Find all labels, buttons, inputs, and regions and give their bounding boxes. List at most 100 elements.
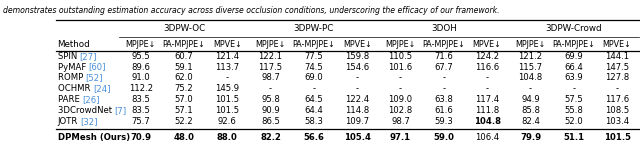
Text: -: - (399, 84, 402, 93)
Text: PyMAF: PyMAF (58, 62, 88, 71)
Text: 95.8: 95.8 (261, 95, 280, 104)
Text: 57.1: 57.1 (175, 106, 193, 115)
Text: 115.7: 115.7 (518, 62, 543, 71)
Text: SPIN: SPIN (58, 52, 79, 61)
Text: -: - (226, 73, 229, 82)
Text: -: - (572, 84, 575, 93)
Text: -: - (312, 84, 316, 93)
Text: MPVE↓: MPVE↓ (603, 40, 632, 49)
Text: 112.2: 112.2 (129, 84, 153, 93)
Text: demonstrates outstanding estimation accuracy across diverse occlusion conditions: demonstrates outstanding estimation accu… (3, 6, 500, 15)
Text: 60.7: 60.7 (175, 52, 193, 61)
Text: MPJPE↓: MPJPE↓ (515, 40, 546, 49)
Text: 57.0: 57.0 (175, 95, 193, 104)
Text: 121.4: 121.4 (215, 52, 239, 61)
Text: 154.6: 154.6 (345, 62, 369, 71)
Text: 82.4: 82.4 (521, 117, 540, 126)
Text: 67.7: 67.7 (435, 62, 453, 71)
Text: 57.5: 57.5 (564, 95, 583, 104)
Text: 58.3: 58.3 (305, 117, 323, 126)
Text: PA-MPJPE↓: PA-MPJPE↓ (163, 40, 205, 49)
Text: 56.6: 56.6 (303, 133, 324, 141)
Text: 3DOH: 3DOH (431, 24, 457, 33)
Text: 117.5: 117.5 (259, 62, 283, 71)
Text: 101.6: 101.6 (388, 62, 413, 71)
Text: 109.7: 109.7 (345, 117, 369, 126)
Text: 88.0: 88.0 (217, 133, 237, 141)
Text: PARE: PARE (58, 95, 82, 104)
Text: PA-MPJPE↓: PA-MPJPE↓ (422, 40, 465, 49)
Text: 110.5: 110.5 (388, 52, 413, 61)
Text: [26]: [26] (82, 95, 100, 104)
Text: 94.9: 94.9 (521, 95, 540, 104)
Text: 86.5: 86.5 (261, 117, 280, 126)
Text: 77.5: 77.5 (305, 52, 323, 61)
Text: 101.5: 101.5 (215, 106, 239, 115)
Text: 3DPW-Crowd: 3DPW-Crowd (545, 24, 602, 33)
Text: 101.5: 101.5 (604, 133, 630, 141)
Text: 82.2: 82.2 (260, 133, 281, 141)
Text: 64.5: 64.5 (305, 95, 323, 104)
Text: MPVE↓: MPVE↓ (213, 40, 242, 49)
Text: 102.8: 102.8 (388, 106, 413, 115)
Text: DPMesh (Ours): DPMesh (Ours) (58, 133, 130, 141)
Text: MPJPE↓: MPJPE↓ (125, 40, 156, 49)
Text: 3DCrowdNet: 3DCrowdNet (58, 106, 115, 115)
Text: Method: Method (58, 40, 90, 49)
Text: -: - (356, 73, 359, 82)
Text: 117.4: 117.4 (475, 95, 499, 104)
Text: -: - (486, 84, 489, 93)
Text: 71.6: 71.6 (435, 52, 453, 61)
Text: PA-MPJPE↓: PA-MPJPE↓ (552, 40, 595, 49)
Text: 69.9: 69.9 (564, 52, 583, 61)
Text: 90.9: 90.9 (261, 106, 280, 115)
Text: 101.5: 101.5 (215, 95, 239, 104)
Text: 61.6: 61.6 (435, 106, 453, 115)
Text: 117.6: 117.6 (605, 95, 629, 104)
Text: -: - (529, 84, 532, 93)
Text: 62.0: 62.0 (175, 73, 193, 82)
Text: 52.0: 52.0 (564, 117, 583, 126)
Text: 111.8: 111.8 (475, 106, 499, 115)
Text: -: - (442, 73, 445, 82)
Text: MPJPE↓: MPJPE↓ (385, 40, 416, 49)
Text: 122.1: 122.1 (259, 52, 283, 61)
Text: 66.4: 66.4 (564, 62, 583, 71)
Text: 127.8: 127.8 (605, 73, 629, 82)
Text: MPVE↓: MPVE↓ (473, 40, 502, 49)
Text: 91.0: 91.0 (131, 73, 150, 82)
Text: MPJPE↓: MPJPE↓ (255, 40, 286, 49)
Text: ROMP: ROMP (58, 73, 86, 82)
Text: 124.2: 124.2 (475, 52, 499, 61)
Text: 159.8: 159.8 (345, 52, 369, 61)
Text: [7]: [7] (115, 106, 127, 115)
Text: 83.5: 83.5 (131, 95, 150, 104)
Text: MPVE↓: MPVE↓ (343, 40, 372, 49)
Text: 98.7: 98.7 (261, 73, 280, 82)
Text: -: - (616, 84, 619, 93)
Text: [60]: [60] (88, 62, 106, 71)
Text: 83.5: 83.5 (131, 106, 150, 115)
Text: 79.9: 79.9 (520, 133, 541, 141)
Text: 48.0: 48.0 (173, 133, 195, 141)
Text: 103.4: 103.4 (605, 117, 629, 126)
Text: 70.9: 70.9 (130, 133, 151, 141)
Text: 92.6: 92.6 (218, 117, 237, 126)
Text: 113.7: 113.7 (215, 62, 239, 71)
Text: -: - (399, 73, 402, 82)
Text: 59.3: 59.3 (435, 117, 453, 126)
Text: 97.1: 97.1 (390, 133, 411, 141)
Text: OCHMR: OCHMR (58, 84, 93, 93)
Text: 89.6: 89.6 (131, 62, 150, 71)
Text: 147.5: 147.5 (605, 62, 629, 71)
Text: 69.0: 69.0 (305, 73, 323, 82)
Text: PA-MPJPE↓: PA-MPJPE↓ (292, 40, 335, 49)
Text: 108.5: 108.5 (605, 106, 629, 115)
Text: JOTR: JOTR (58, 117, 81, 126)
Text: 104.8: 104.8 (474, 117, 500, 126)
Text: 98.7: 98.7 (391, 117, 410, 126)
Text: 95.5: 95.5 (131, 52, 150, 61)
Text: 63.8: 63.8 (435, 95, 453, 104)
Text: -: - (269, 84, 272, 93)
Text: -: - (442, 84, 445, 93)
